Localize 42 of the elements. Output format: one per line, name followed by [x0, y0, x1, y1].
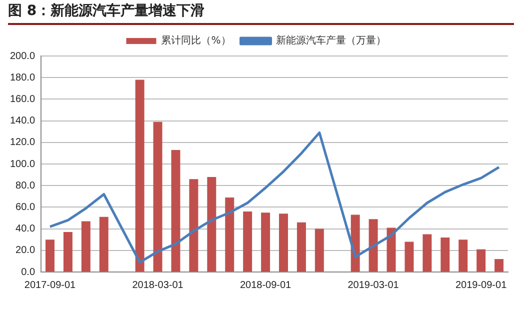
bar [171, 150, 180, 272]
bar [440, 237, 450, 272]
y-tick-label: 100.0 [10, 158, 36, 170]
y-tick-label: 60.0 [16, 202, 36, 213]
bar [261, 212, 270, 272]
y-tick-label: 20.0 [16, 245, 36, 256]
bar [207, 176, 216, 272]
bar [368, 219, 378, 272]
bar [63, 232, 72, 272]
bar [243, 212, 252, 272]
y-tick-label: 0.0 [21, 266, 36, 278]
bar [99, 216, 108, 272]
bar [476, 249, 486, 272]
bar [153, 122, 162, 272]
bar [314, 228, 324, 272]
bar [135, 80, 144, 272]
y-tick-label: 80.0 [16, 180, 36, 192]
bar [404, 242, 414, 272]
bar [350, 214, 360, 272]
chart-title: 图 8：新能源汽车产量增速下滑 [8, 2, 514, 25]
legend-label: 累计同比（%） [161, 34, 231, 47]
y-tick-label: 40.0 [16, 224, 36, 235]
x-tick-label: 2019-03-01 [348, 280, 400, 291]
bar [81, 221, 90, 272]
bar [189, 179, 198, 272]
bar [225, 197, 234, 272]
x-tick-label: 2019-09-01 [455, 280, 508, 291]
legend-label: 新能源汽车产量（万量） [276, 34, 386, 47]
y-tick-label: 140.0 [10, 116, 36, 127]
y-tick-label: 160.0 [10, 94, 36, 105]
x-tick-label: 2018-03-01 [132, 280, 184, 291]
x-tick-label: 2018-09-01 [240, 280, 292, 291]
y-tick-label: 120.0 [10, 137, 36, 148]
bar [422, 234, 432, 272]
x-tick-label: 2017-09-01 [24, 280, 76, 291]
y-tick-label: 200.0 [10, 50, 36, 62]
y-tick-label: 180.0 [10, 72, 36, 84]
bar [46, 240, 54, 272]
bar [494, 259, 504, 272]
bar [458, 240, 468, 272]
bar [296, 222, 306, 272]
bar [279, 214, 288, 272]
